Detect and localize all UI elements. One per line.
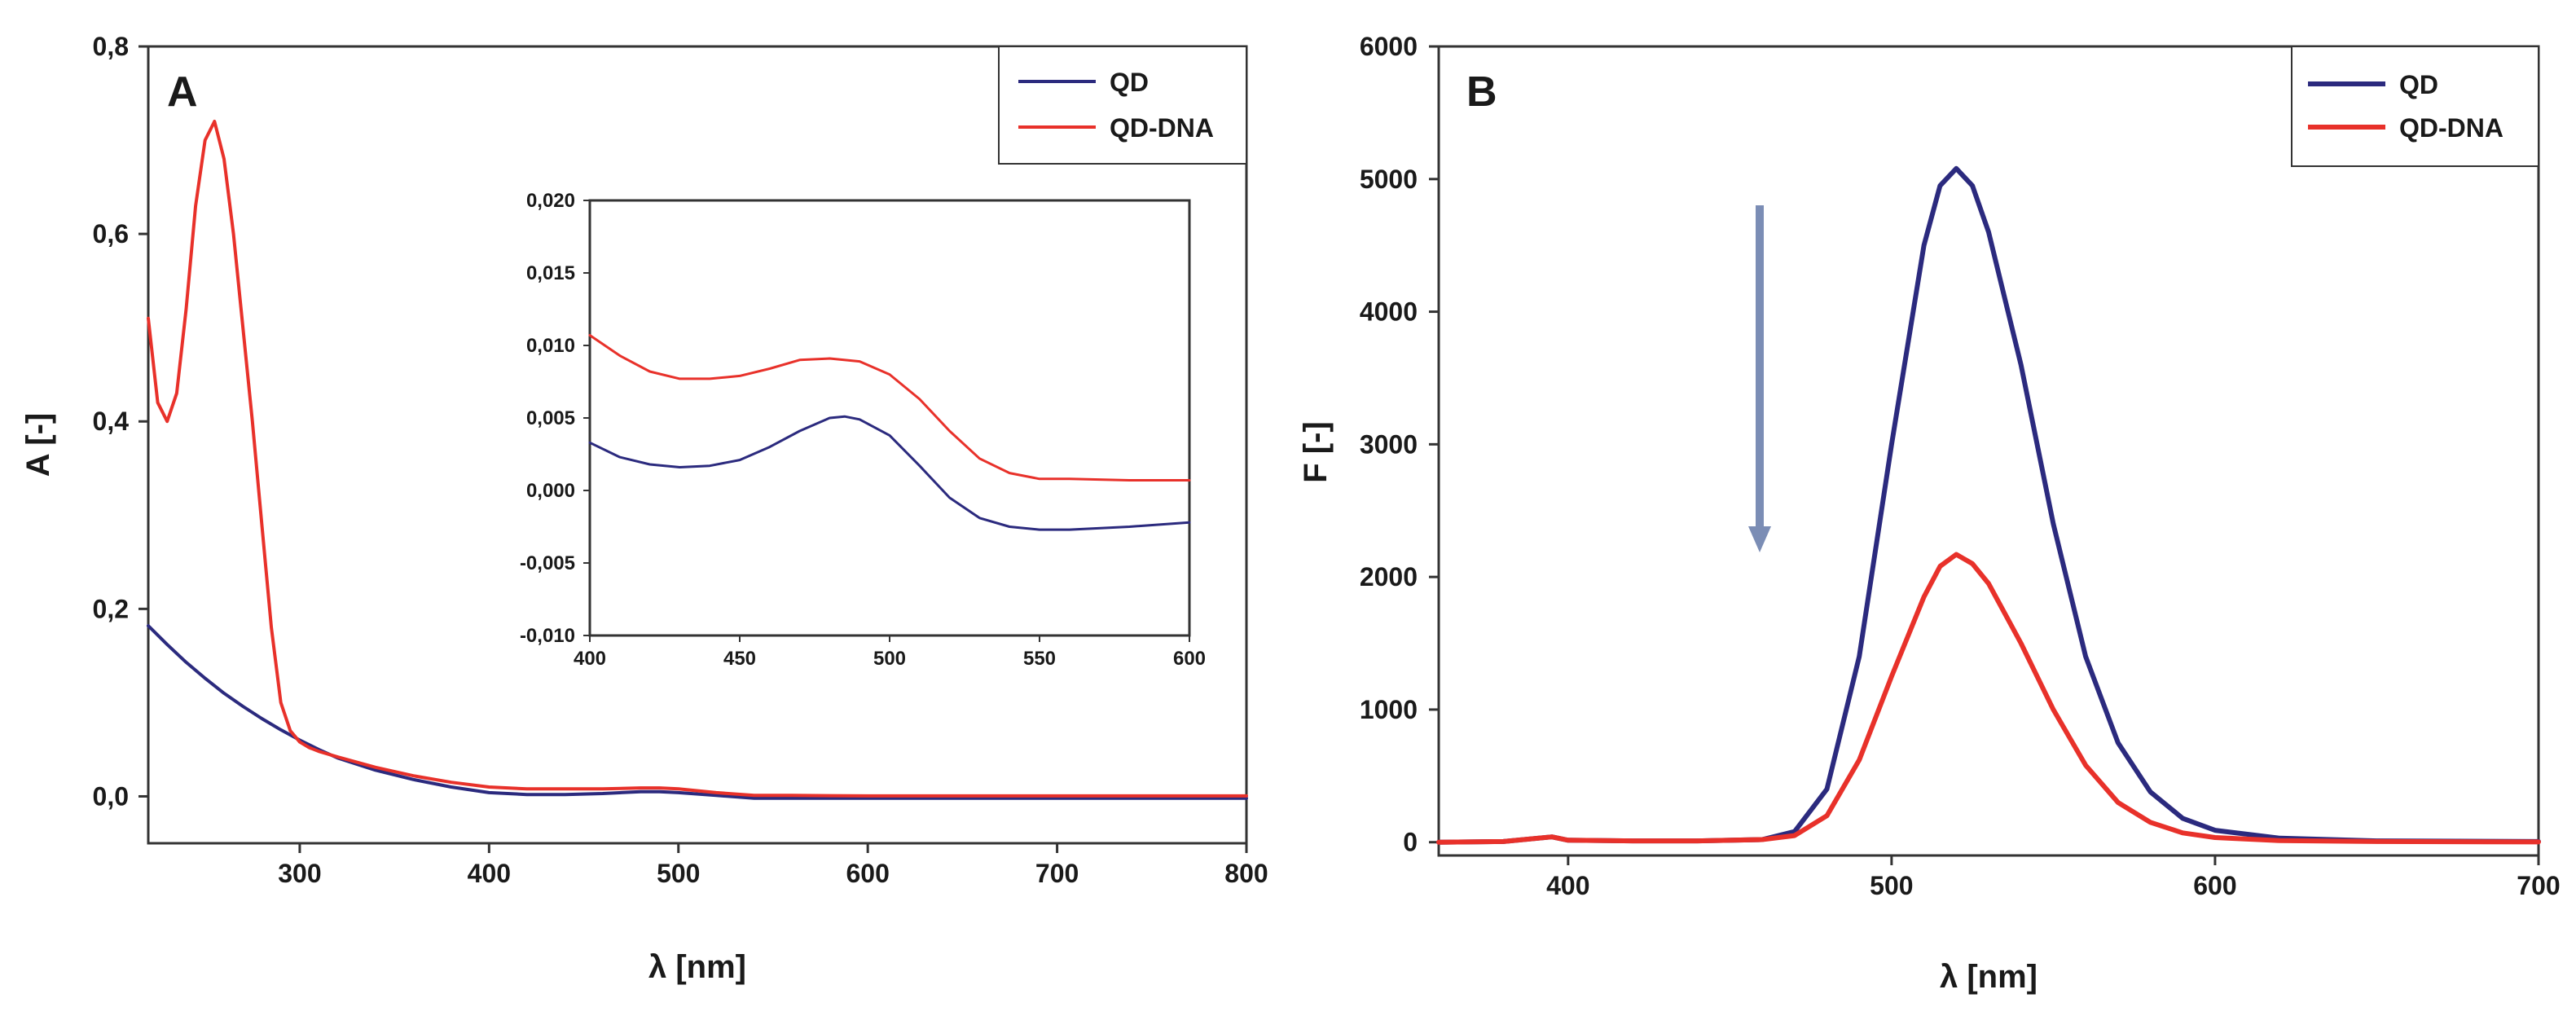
panel-b-y-axis-label: F [-] xyxy=(1298,421,1334,483)
panel-a-letter: A xyxy=(167,68,198,116)
a-x-tick-label: 400 xyxy=(468,859,511,888)
b-y-tick-label: 6000 xyxy=(1360,32,1418,61)
b-y-tick-label: 4000 xyxy=(1360,297,1418,327)
i-y-tick-label: -0,010 xyxy=(520,625,575,647)
panel-a-x-ticks: 300 400 500 600 700 800 xyxy=(278,843,1268,888)
panel-b-legend-label-qd-dna: QD-DNA xyxy=(2399,113,2503,143)
panel-a-inset: 400 450 500 550 600 -0,010 -0,005 0,000 0,005 0,… xyxy=(520,190,1206,670)
panel-a-legend-label-qd: QD xyxy=(1110,68,1149,97)
inset-x-ticks: 400 450 500 550 600 xyxy=(574,635,1206,670)
a-x-tick-label: 600 xyxy=(846,859,889,888)
i-y-tick-label: 0,020 xyxy=(526,190,575,212)
a-x-tick-label: 500 xyxy=(657,859,700,888)
panel-a-legend-label-qd-dna: QD-DNA xyxy=(1110,113,1214,143)
inset-series xyxy=(588,334,1191,531)
panel-b-x-axis-label: λ [nm] xyxy=(1940,959,2038,995)
panel-a-series xyxy=(147,120,1248,800)
a-y-tick-label: 0,4 xyxy=(93,407,130,436)
panel-b-legend-box xyxy=(2291,46,2539,167)
b-y-tick-label: 1000 xyxy=(1360,695,1418,724)
panel-a-legend: QD QD-DNA xyxy=(998,46,1247,165)
a-x-tick-label: 300 xyxy=(278,859,321,888)
b-x-tick-label: 500 xyxy=(1870,871,1913,900)
b-y-tick-label: 2000 xyxy=(1360,562,1418,591)
a-y-tick-label: 0,8 xyxy=(93,32,129,61)
b-x-tick-label: 700 xyxy=(2517,871,2560,900)
panel-b-y-ticks: 0 1000 2000 3000 4000 5000 6000 xyxy=(1360,32,1439,857)
b-x-tick-label: 600 xyxy=(2193,871,2236,900)
b-series-qd xyxy=(1436,165,2541,845)
a-y-tick-label: 0,6 xyxy=(93,219,129,248)
panel-b: 400 500 600 700 0 1000 2000 3000 4000 5000 6000 B… xyxy=(1298,32,2561,995)
i-y-tick-label: 0,000 xyxy=(526,480,575,502)
i-y-tick-label: 0,010 xyxy=(526,335,575,357)
i-y-tick-label: -0,005 xyxy=(520,552,575,574)
panel-a-y-axis-label: A [-] xyxy=(20,413,56,477)
a-x-tick-label: 700 xyxy=(1035,859,1079,888)
quenching-arrow-icon xyxy=(1748,205,1771,552)
b-x-tick-label: 400 xyxy=(1546,871,1589,900)
i-x-tick-label: 550 xyxy=(1023,648,1056,670)
panel-b-legend: QD QD-DNA xyxy=(2291,46,2539,167)
i-series-qd xyxy=(588,415,1191,531)
i-x-tick-label: 600 xyxy=(1173,648,1206,670)
inset-y-ticks: -0,010 -0,005 0,000 0,005 0,010 0,015 0,020 xyxy=(520,190,590,647)
panel-b-plot-frame xyxy=(1437,45,2540,857)
a-series-qd xyxy=(147,624,1248,800)
panel-b-legend-label-qd: QD xyxy=(2399,70,2438,99)
a-x-tick-label: 800 xyxy=(1224,859,1268,888)
i-x-tick-label: 450 xyxy=(723,648,756,670)
panel-a-y-ticks: 0,0 0,2 0,4 0,6 0,8 xyxy=(93,32,148,811)
panel-b-x-ticks: 400 500 600 700 xyxy=(1546,855,2561,900)
i-x-tick-label: 500 xyxy=(873,648,906,670)
a-series-qd-dna xyxy=(147,120,1248,798)
panel-b-letter: B xyxy=(1466,68,1497,116)
panel-a-legend-box xyxy=(998,46,1247,165)
i-y-tick-label: 0,015 xyxy=(526,262,575,284)
i-series-qd-dna xyxy=(588,334,1191,482)
panel-a-plot-frame xyxy=(147,45,1248,845)
i-x-tick-label: 400 xyxy=(574,648,606,670)
a-y-tick-label: 0,0 xyxy=(93,781,129,811)
b-series-qd-dna xyxy=(1436,552,2541,845)
panel-a-inset-background xyxy=(590,200,1189,635)
a-y-tick-label: 0,2 xyxy=(93,594,129,623)
panel-a: 300 400 500 600 700 800 0,0 0,2 0,4 0,6 0,8 A λ [… xyxy=(20,32,1268,985)
panel-a-x-axis-label: λ [nm] xyxy=(648,949,746,985)
panel-b-series xyxy=(1436,165,2541,845)
b-y-tick-label: 5000 xyxy=(1360,165,1418,194)
b-y-tick-label: 0 xyxy=(1403,828,1418,857)
b-y-tick-label: 3000 xyxy=(1360,429,1418,459)
i-y-tick-label: 0,005 xyxy=(526,407,575,429)
